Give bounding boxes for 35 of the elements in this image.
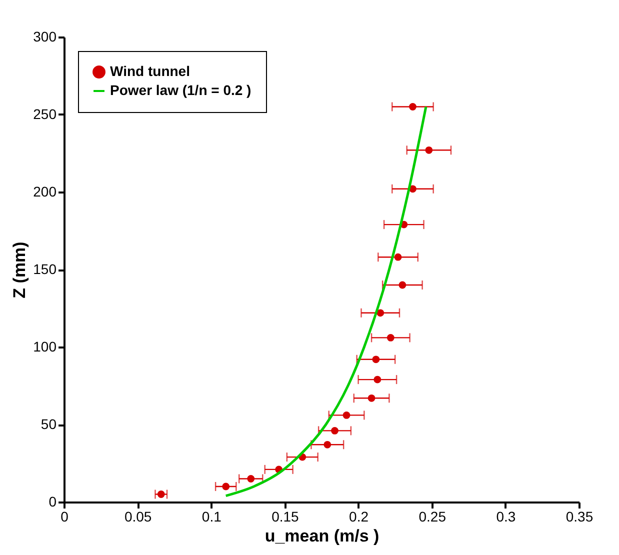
line-series [224, 106, 428, 498]
point [324, 440, 332, 448]
x-tick-label: 0.3 [496, 508, 516, 524]
x-tick-label: 0.35 [566, 508, 594, 524]
point [368, 394, 376, 402]
y-tick-label: 100 [33, 338, 57, 354]
point [394, 253, 402, 261]
legend-label: Wind tunnel [110, 63, 190, 79]
y-tick-label: 250 [33, 106, 57, 122]
point [376, 309, 384, 317]
point [374, 376, 382, 384]
x-tick-label: 0 [60, 508, 69, 524]
x-tick-label: 0.2 [349, 508, 369, 524]
point [222, 482, 230, 490]
x-tick-label: 0.15 [272, 508, 300, 524]
x-tick-label: 0.05 [124, 508, 152, 524]
point [247, 475, 255, 482]
point [157, 490, 165, 498]
point [398, 281, 406, 289]
x-axis-title: u_mean (m/s ) [264, 526, 380, 546]
x-tick-label: 0.25 [418, 508, 446, 524]
y-tick-label: 150 [33, 261, 57, 277]
legend-label: Power law (1/n = 0.2 ) [110, 82, 252, 98]
point [342, 412, 350, 419]
y-tick-label: 0 [48, 494, 57, 510]
point [372, 356, 380, 364]
point [425, 146, 433, 154]
point [386, 334, 394, 342]
y-tick-label: 200 [33, 184, 57, 200]
point [409, 103, 416, 110]
x-tick-label: 0.1 [202, 508, 222, 524]
point [331, 427, 338, 434]
y-tick-label: 300 [33, 28, 57, 44]
y-tick-label: 50 [40, 416, 57, 432]
y-axis-title: Z (mm) [10, 242, 30, 298]
